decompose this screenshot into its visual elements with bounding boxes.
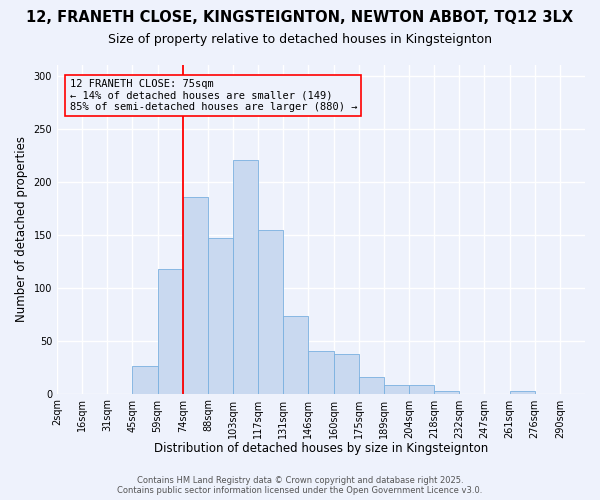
- Bar: [258, 230, 283, 394]
- Bar: [183, 198, 208, 394]
- Bar: [409, 385, 434, 394]
- Bar: [283, 316, 308, 394]
- Text: Size of property relative to detached houses in Kingsteignton: Size of property relative to detached ho…: [108, 32, 492, 46]
- Bar: [359, 376, 384, 394]
- Bar: [133, 366, 158, 394]
- Bar: [233, 160, 258, 394]
- Text: Contains HM Land Registry data © Crown copyright and database right 2025.
Contai: Contains HM Land Registry data © Crown c…: [118, 476, 482, 495]
- Bar: [509, 392, 535, 394]
- Bar: [434, 392, 459, 394]
- Bar: [158, 268, 183, 394]
- Y-axis label: Number of detached properties: Number of detached properties: [15, 136, 28, 322]
- Text: 12, FRANETH CLOSE, KINGSTEIGNTON, NEWTON ABBOT, TQ12 3LX: 12, FRANETH CLOSE, KINGSTEIGNTON, NEWTON…: [26, 10, 574, 25]
- X-axis label: Distribution of detached houses by size in Kingsteignton: Distribution of detached houses by size …: [154, 442, 488, 455]
- Bar: [384, 385, 409, 394]
- Bar: [334, 354, 359, 394]
- Bar: [308, 351, 334, 394]
- Bar: [208, 238, 233, 394]
- Text: 12 FRANETH CLOSE: 75sqm
← 14% of detached houses are smaller (149)
85% of semi-d: 12 FRANETH CLOSE: 75sqm ← 14% of detache…: [70, 79, 357, 112]
